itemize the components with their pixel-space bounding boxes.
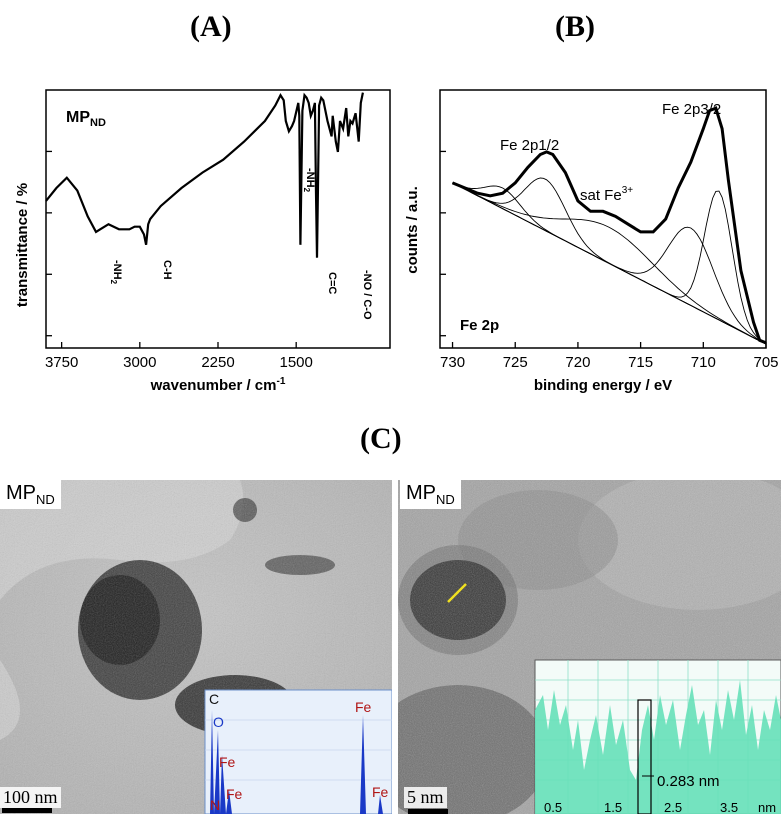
ftir-annotation-cc: C=C bbox=[326, 272, 338, 294]
xps-fit-peak-2 bbox=[452, 182, 767, 345]
lattice-marker-line bbox=[447, 583, 467, 603]
ftir-series-line bbox=[45, 92, 364, 258]
ftir-annotation-ch: C-H bbox=[161, 260, 173, 280]
ftir-annotation-nh2-a: -NH2 bbox=[109, 260, 123, 285]
scalebar-right-label: 5 nm bbox=[404, 787, 447, 808]
ftir-y-axis-label: transmittance / % bbox=[14, 183, 31, 307]
panel-letter-b: (B) bbox=[555, 10, 595, 43]
xps-peak-label-2p12: Fe 2p1/2 bbox=[500, 137, 559, 154]
ftir-x-axis-label: wavenumber / cm-1 bbox=[150, 376, 286, 394]
tem-image-left: C O Fe N Fe Fe Fe MPND 100 nm bbox=[0, 480, 392, 814]
edx-peak-n: N bbox=[210, 797, 220, 813]
scalebar-left-label: 100 nm bbox=[0, 787, 61, 808]
xps-x-ticks: 730 725 720 715 710 705 bbox=[440, 342, 779, 371]
xps-y-axis-label: counts / a.u. bbox=[404, 186, 421, 274]
xps-x-tick-label: 725 bbox=[503, 354, 528, 371]
xps-x-tick-label: 715 bbox=[628, 354, 653, 371]
xps-peak-label-sat: sat Fe3+ bbox=[580, 185, 633, 204]
edx-peak-fe-3: Fe bbox=[355, 699, 372, 715]
ftir-x-tick-label: 3750 bbox=[45, 354, 78, 371]
ftir-annotation-nh2-b: -NH2 bbox=[302, 168, 316, 193]
profile-ticks: 0.5 1.5 2.5 3.5 nm bbox=[544, 800, 776, 814]
edx-peak-fe-1: Fe bbox=[219, 754, 236, 770]
xps-peak-label-2p32: Fe 2p3/2 bbox=[662, 101, 721, 118]
panel-letter-a: (A) bbox=[190, 10, 232, 43]
profile-tick-2: 2.5 bbox=[664, 800, 682, 814]
ftir-chart: 3750 3000 2250 1500 MPND transmittance / % … bbox=[14, 89, 391, 394]
xps-series-line bbox=[451, 106, 767, 345]
profile-tick-1: 1.5 bbox=[604, 800, 622, 814]
edx-peak-fe-4: Fe bbox=[372, 784, 389, 800]
xps-x-tick-label: 720 bbox=[565, 354, 590, 371]
ftir-x-tick-label: 2250 bbox=[201, 354, 234, 371]
tem-left-graphic: C O Fe N Fe Fe Fe bbox=[0, 480, 392, 814]
scalebar-right bbox=[408, 809, 448, 814]
xps-fit-components bbox=[452, 177, 767, 345]
profile-spacing-label: 0.283 nm bbox=[657, 773, 720, 790]
ftir-x-ticks: 3750 3000 2250 1500 bbox=[45, 342, 313, 371]
ftir-annotations: -NH2 C-H -NH2 C=C -NO / C-O bbox=[109, 168, 373, 320]
xps-fit-peak-4 bbox=[452, 182, 767, 345]
xps-x-tick-label: 710 bbox=[691, 354, 716, 371]
ftir-x-tick-label: 3000 bbox=[123, 354, 156, 371]
profile-tick-0: 0.5 bbox=[544, 800, 562, 814]
profile-tick-unit: nm bbox=[758, 800, 776, 814]
ftir-x-tick-label: 1500 bbox=[279, 354, 312, 371]
profile-spacing-box bbox=[637, 699, 652, 814]
tem-image-right: 0.283 nm 0.5 1.5 2.5 3.5 nm MPND 5 nm bbox=[398, 480, 781, 814]
edx-peak-fe-2: Fe bbox=[226, 786, 243, 802]
xps-chart: 730 725 720 715 710 705 Fe 2p Fe 2p1/2 sat Fe… bbox=[404, 89, 779, 394]
xps-x-tick-label: 730 bbox=[440, 354, 465, 371]
tem-right-sample-label: MPND bbox=[400, 480, 461, 509]
xps-region-label: Fe 2p bbox=[460, 317, 499, 334]
scalebar-left bbox=[2, 808, 52, 813]
xps-y-ticks bbox=[440, 150, 446, 337]
edx-peak-o: O bbox=[213, 714, 224, 730]
edx-peak-c: C bbox=[209, 691, 219, 707]
xps-x-tick-label: 705 bbox=[753, 354, 778, 371]
xps-x-axis-label: binding energy / eV bbox=[534, 377, 672, 394]
tem-left-sample-label: MPND bbox=[0, 480, 61, 509]
ftir-y-ticks bbox=[46, 150, 52, 337]
panel-letter-c: (C) bbox=[360, 422, 402, 455]
tem-right-graphic: 0.283 nm 0.5 1.5 2.5 3.5 nm bbox=[398, 480, 781, 814]
xps-plot-frame bbox=[439, 89, 767, 349]
ftir-annotation-no2-co: -NO / C-O bbox=[361, 270, 373, 320]
ftir-sample-label: MPND bbox=[66, 109, 106, 129]
profile-tick-3: 3.5 bbox=[720, 800, 738, 814]
